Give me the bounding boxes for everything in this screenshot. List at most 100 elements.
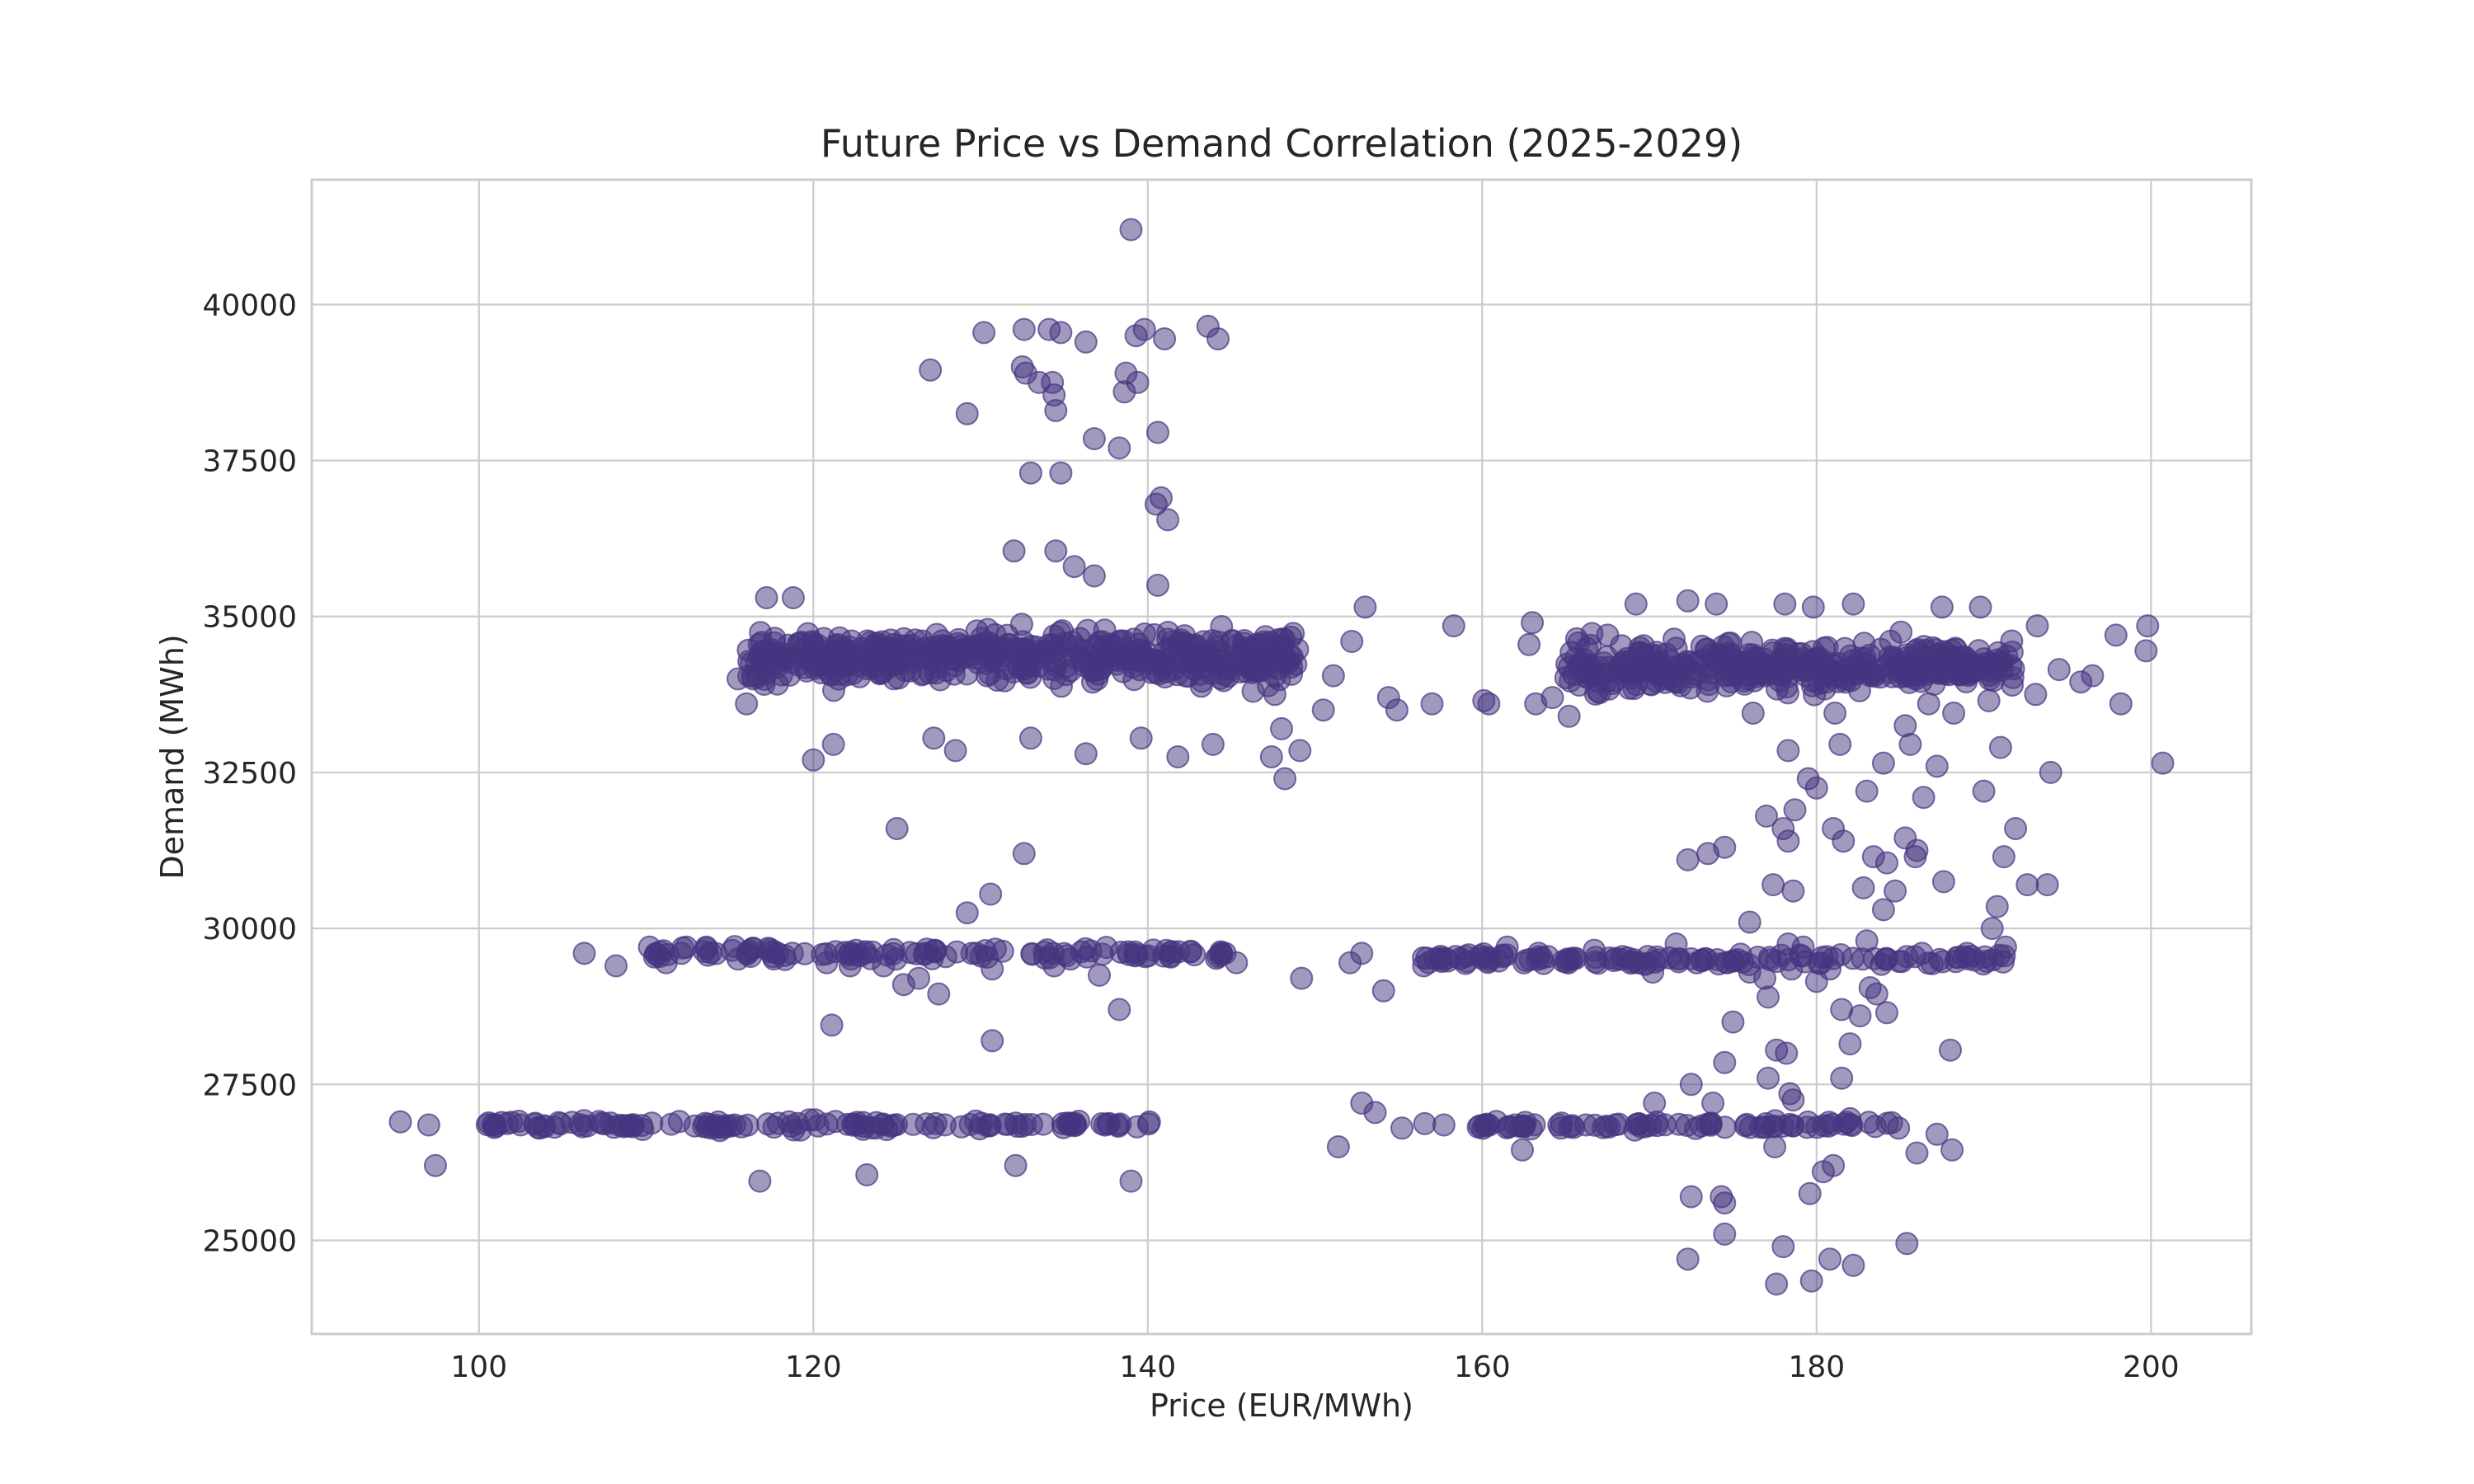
scatter-point <box>1818 1247 1841 1271</box>
scatter-point <box>1413 1111 1437 1135</box>
scatter-point <box>1841 1253 1865 1277</box>
y-tick-labels: 25000 27500 30000 32500 35000 37500 40000 <box>202 289 297 1258</box>
scatter-point <box>756 1112 780 1136</box>
scatter-point <box>1875 947 1898 970</box>
scatter-point <box>1468 944 1492 968</box>
scatter-point <box>1679 1185 1703 1209</box>
scatter-point <box>965 619 989 643</box>
scatter-point <box>1126 370 1150 394</box>
y-tick-label: 25000 <box>202 1224 297 1258</box>
scatter-point <box>1895 1232 1919 1256</box>
scatter-point <box>1062 555 1086 579</box>
scatter-point <box>1074 742 1098 766</box>
scatter-point <box>907 966 930 990</box>
scatter-point <box>1004 1153 1028 1177</box>
scatter-point <box>1871 898 1895 922</box>
scatter-point <box>1472 688 1496 712</box>
scatter-point <box>1494 943 1518 967</box>
scatter-point <box>1420 692 1444 716</box>
y-tick-label: 27500 <box>202 1068 297 1102</box>
scatter-point <box>1288 739 1312 763</box>
scatter-point <box>943 739 967 763</box>
scatter-point <box>979 882 1003 906</box>
scatter-point <box>1434 946 1458 970</box>
scatter-point <box>1724 663 1747 686</box>
scatter-point <box>1653 1113 1677 1137</box>
scatter-point <box>1833 668 1857 691</box>
scatter-point <box>919 358 943 382</box>
scatter-point <box>424 1153 447 1177</box>
y-tick-label: 35000 <box>202 601 297 635</box>
scatter-point <box>1602 949 1626 973</box>
scatter-point <box>1108 998 1131 1021</box>
x-axis-label: Price (EUR/MWh) <box>1150 1388 1413 1424</box>
scatter-point <box>1959 944 1983 968</box>
plot-frame <box>310 178 2253 1336</box>
scatter-point <box>1801 595 1825 619</box>
scatter-point <box>1713 835 1737 859</box>
scatter-point <box>1875 1111 1899 1135</box>
x-tick-label: 180 <box>1788 1350 1845 1384</box>
scatter-point <box>2151 751 2175 775</box>
x-tick-label: 160 <box>1454 1350 1511 1384</box>
scatter-point <box>1106 1113 1130 1137</box>
scatter-point <box>1048 621 1072 645</box>
scatter-point <box>1817 1115 1840 1138</box>
scatter-point <box>976 946 999 969</box>
scatter-point <box>1981 948 2005 972</box>
scatter-point <box>944 641 968 665</box>
scatter-point <box>2015 873 2039 897</box>
scatter-point <box>1771 1235 1795 1259</box>
scatter-point <box>815 1112 839 1136</box>
scatter-point <box>1980 917 2004 941</box>
scatter-point <box>1521 611 1545 635</box>
scatter-point <box>1902 657 1925 681</box>
scatter-point <box>786 1111 810 1135</box>
scatter-point <box>1540 686 1564 710</box>
scatter-point <box>1930 595 1954 619</box>
scatter-point <box>1156 508 1180 532</box>
scatter-point <box>1178 940 1202 964</box>
scatter-point <box>1201 732 1225 756</box>
scatter-point <box>1810 649 1834 673</box>
scatter-point <box>1264 643 1288 667</box>
scatter-point <box>1942 702 1966 725</box>
scatter-point <box>920 946 944 970</box>
scatter-point <box>1511 1138 1534 1162</box>
scatter-point <box>1049 321 1073 345</box>
scatter-point <box>1044 399 1068 422</box>
scatter-point <box>1705 651 1729 675</box>
scatter-point <box>1390 1116 1413 1140</box>
scatter-point <box>1701 1092 1725 1115</box>
scatter-point <box>1108 436 1131 460</box>
scatter-point <box>1773 592 1797 616</box>
scatter-point <box>1050 674 1073 698</box>
scatter-point <box>1094 936 1118 960</box>
scatter-point <box>1156 637 1180 661</box>
scatter-point <box>1146 420 1169 444</box>
scatter-point <box>1012 317 1036 341</box>
scatter-point <box>1557 704 1581 728</box>
scatter-point <box>735 692 759 716</box>
scatter-point <box>1601 672 1625 696</box>
scatter-point <box>1371 979 1395 1003</box>
scatter-point <box>1875 851 1898 875</box>
scatter-point <box>1290 966 1314 990</box>
scatter-point <box>756 937 780 960</box>
y-tick-label: 40000 <box>202 289 297 322</box>
scatter-point <box>828 626 852 650</box>
scatter-point <box>1871 751 1895 775</box>
scatter-point <box>1752 1115 1776 1139</box>
scatter-point <box>1803 683 1827 707</box>
scatter-point <box>1740 631 1764 655</box>
scatter-point <box>1597 1115 1621 1139</box>
scatter-point <box>1992 845 2015 869</box>
scatter-point <box>822 679 845 702</box>
scatter-point <box>587 1110 611 1134</box>
scatter-point <box>1776 739 1800 763</box>
y-tick-label: 32500 <box>202 757 297 791</box>
scatter-point <box>1851 876 1875 899</box>
scatter-point <box>1721 1010 1745 1034</box>
scatter-point <box>1713 1222 1737 1246</box>
scatter-point <box>1350 942 1374 965</box>
